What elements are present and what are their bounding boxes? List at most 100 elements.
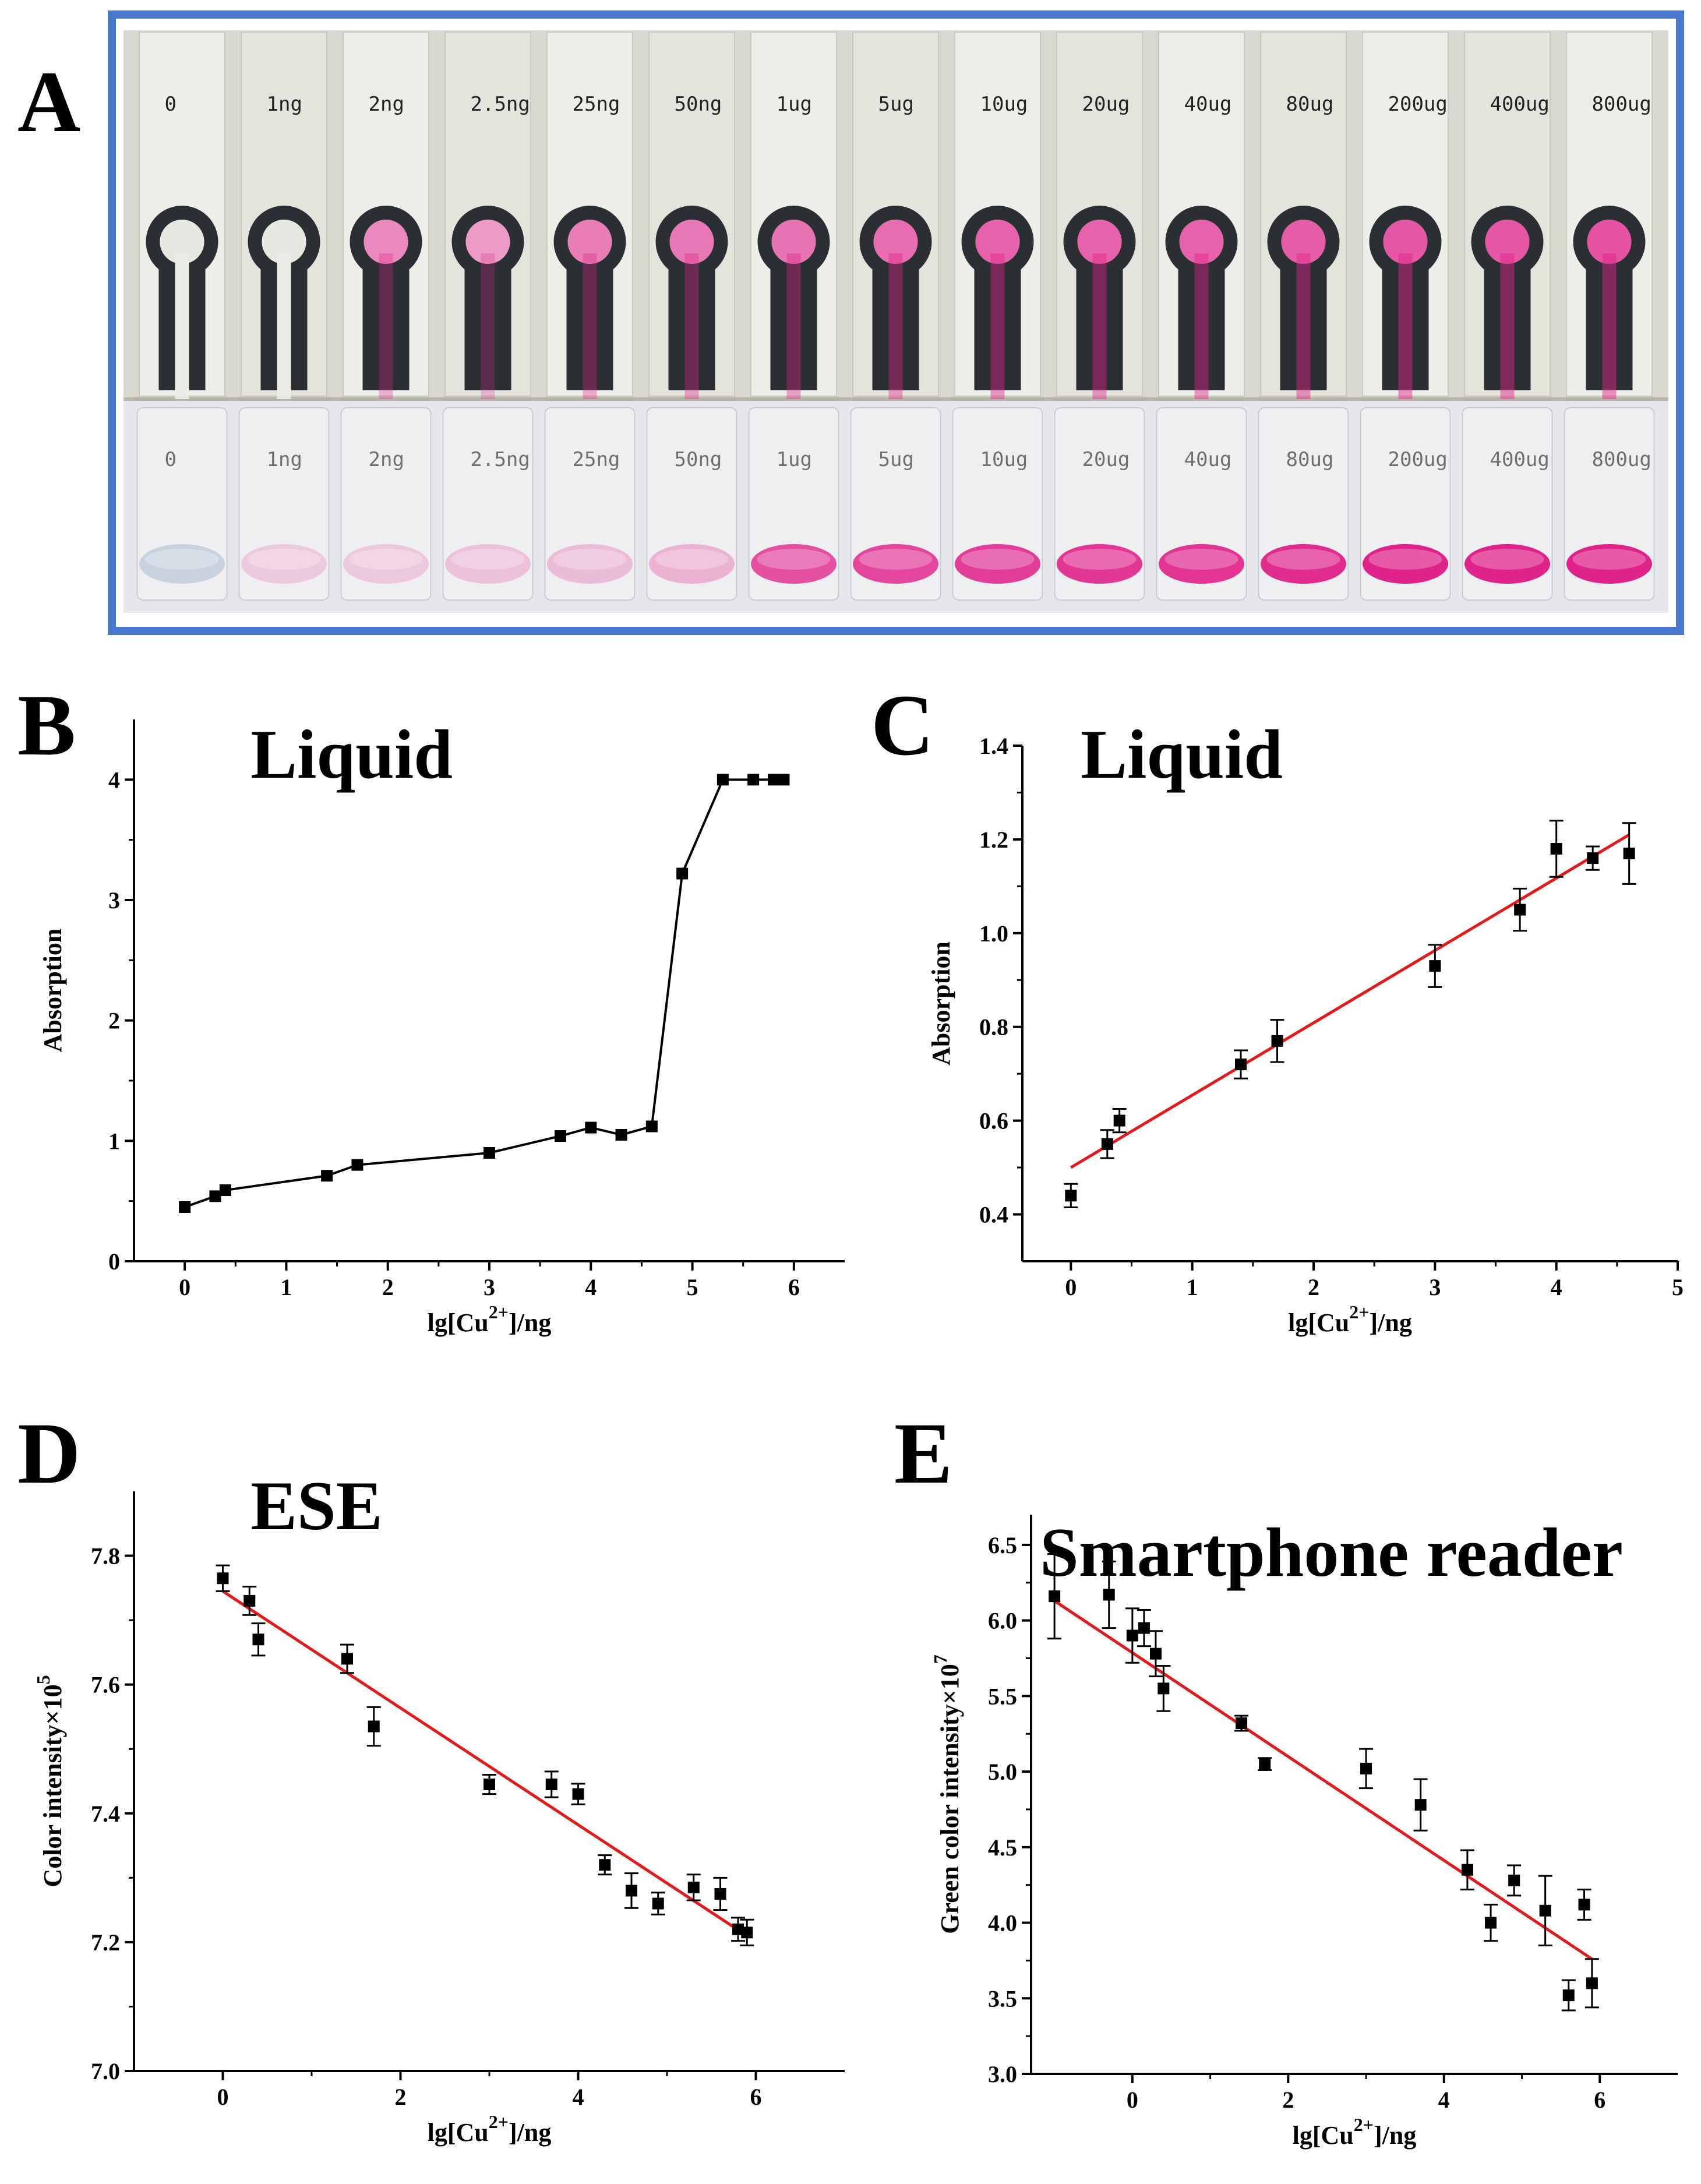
data-point [741,1927,753,1939]
vial-label: 800ug [1592,448,1651,471]
x-tick-label: 0 [1065,1274,1077,1300]
y-tick-label: 7.4 [91,1801,120,1827]
vial-liquid [445,544,531,584]
x-tick-label: 6 [750,2084,762,2110]
panel-letter-b: B [17,677,76,774]
y-axis-label: Absorption [927,941,955,1065]
data-point [1508,1874,1520,1886]
data-point [368,1720,380,1733]
electrode-well-bg [364,220,408,264]
y-tick-label: 5.5 [988,1683,1017,1709]
vial-glass [238,407,330,601]
y-tick-label: 3 [108,887,120,913]
x-axis-label-sup: 2+ [489,2111,509,2132]
electrode-channel [888,253,903,399]
strip-vial-divider [123,397,1668,401]
strip-label: 5ug [878,93,914,116]
vial-liquid-highlight [349,549,423,570]
vial-liquid-highlight [145,549,219,570]
y-axis-label-part: Green color intensity×10 [936,1664,964,1934]
x-axis-label-sup: 2+ [1354,2114,1374,2135]
vial-liquid [1464,544,1550,584]
strip-label: 2.5ng [471,93,530,116]
y-axis-label-sup: 7 [930,1654,951,1664]
vial-liquid-highlight [1368,549,1442,570]
vial-label: 20ug [1082,448,1130,471]
vial-label: 1ng [267,448,302,471]
x-axis-label-part: ]/ng [1370,1308,1412,1337]
x-tick-label: 1 [280,1274,292,1300]
x-tick-label: 5 [1672,1274,1684,1300]
y-tick-label: 6.0 [988,1608,1017,1634]
data-point [1149,1647,1162,1660]
data-point [1271,1035,1283,1047]
electrode-well [1281,220,1326,264]
electrode-stem [872,242,919,390]
data-point [1623,848,1635,860]
data-point [321,1170,333,1182]
data-point [599,1859,611,1871]
data-point [1157,1682,1170,1695]
electrode-well [1587,220,1632,264]
data-point [351,1159,364,1171]
electrode-channel [1194,253,1209,399]
electrode-channel [786,253,801,399]
chart-e: Smartphone reader 0 2 4 6 3.0 3.5 4.0 4.5 5.0 5.5 6… [930,1513,1678,2150]
electrode-stem [566,242,613,390]
data-point [1485,1917,1497,1929]
electrode-channel [1500,253,1515,399]
electrode-well [567,220,612,264]
electrode-well [1383,220,1428,264]
x-axis-label: lg[Cu2+]/ng [1293,2114,1417,2150]
data-point [732,1923,744,1935]
y-tick-label: 4.0 [988,1910,1017,1936]
electrode-stem [362,242,410,390]
data-point [572,1788,584,1800]
panel-letter-c: C [871,677,934,774]
x-tick-label: 0 [1127,2087,1138,2113]
panel-letter-e: E [894,1405,952,1502]
vial-liquid [547,544,633,584]
panel-letter-d: D [17,1405,80,1502]
vial-glass [340,407,432,601]
strip-label: 25ng [573,93,620,116]
vial-label: 0 [165,448,177,471]
vial-label: 2ng [369,448,404,471]
vial-liquid-highlight [1164,549,1238,570]
x-axis-label-part: lg[Cu [1288,1308,1349,1337]
data-point [1514,904,1526,916]
x-tick-label: 2 [1282,2087,1294,2113]
data-point [1138,1622,1150,1634]
y-tick-label: 2 [108,1008,120,1034]
data-point [341,1653,353,1665]
data-point [652,1897,664,1910]
vial-liquid-highlight [247,549,321,570]
electrode-well [1179,220,1224,264]
electrode-channel [1296,253,1311,399]
x-tick-label: 2 [382,1274,394,1300]
data-point [1259,1758,1271,1770]
x-axis-label-sup: 2+ [489,1301,509,1322]
chart-title: Liquid [1081,715,1283,793]
panel-letter-a: A [17,54,80,150]
strip-label: 400ug [1490,93,1550,116]
y-tick-label: 7.2 [91,1929,120,1956]
electrode-well [1077,220,1122,264]
y-tick-label: 3.5 [988,1985,1017,2012]
vial-liquid [139,544,225,584]
vial-liquid [853,544,938,584]
fit-line [1070,833,1630,1169]
data-point [219,1184,231,1197]
electrode-channel [175,253,189,399]
x-tick-label: 0 [179,1274,190,1300]
data-point [676,867,689,880]
electrode-channel [990,253,1005,399]
vial-liquid [241,544,327,584]
y-tick-label: 0.4 [979,1202,1008,1228]
x-tick-label: 4 [1438,2087,1450,2113]
vial-label: 40ug [1184,448,1232,471]
data-point [1049,1590,1061,1603]
vial-glass [646,407,737,601]
